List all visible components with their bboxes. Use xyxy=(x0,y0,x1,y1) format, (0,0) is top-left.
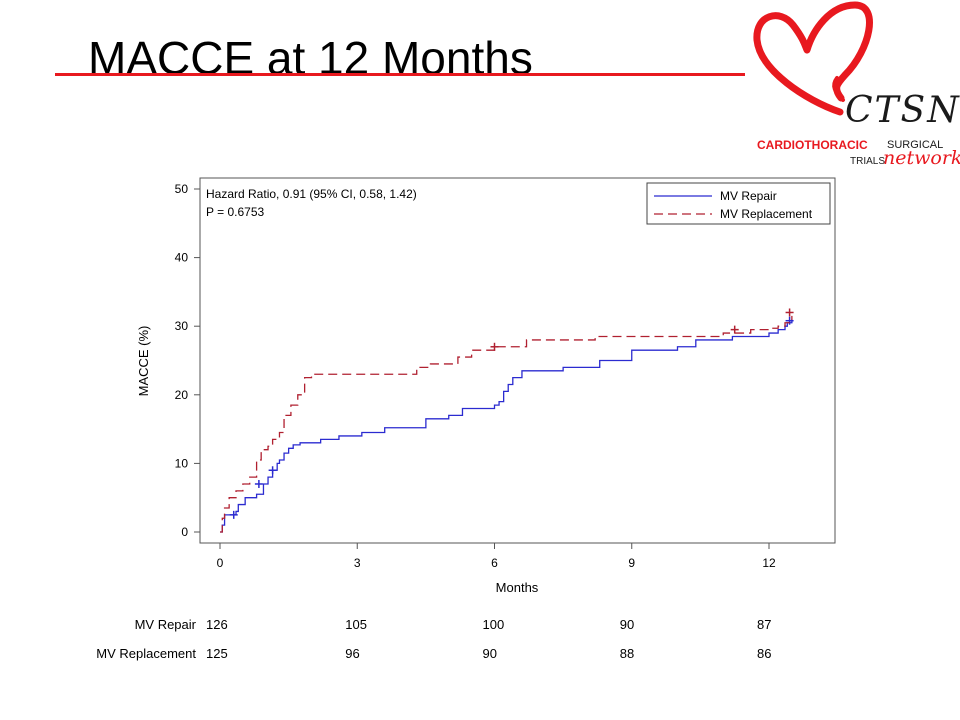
annotation-p-value: P = 0.6753 xyxy=(206,205,264,219)
censor-mark xyxy=(268,466,277,475)
x-tick-label: 3 xyxy=(354,556,361,570)
censor-mark xyxy=(254,479,263,488)
risk-count: 96 xyxy=(345,646,360,661)
risk-count: 90 xyxy=(619,617,635,632)
y-tick-label: 50 xyxy=(175,182,189,196)
censor-mark xyxy=(730,325,739,334)
risk-count: 125 xyxy=(206,646,228,661)
legend-label-repair: MV Repair xyxy=(720,189,777,203)
logo-brand: CTSN xyxy=(845,90,960,131)
x-tick-label: 12 xyxy=(762,556,776,570)
y-tick-label: 10 xyxy=(175,456,189,470)
risk-count: 126 xyxy=(206,617,228,632)
risk-count: 86 xyxy=(757,646,772,661)
legend-label-replacement: MV Replacement xyxy=(720,207,813,221)
censor-mark xyxy=(490,342,499,351)
annotation-hazard-ratio: Hazard Ratio, 0.91 (95% CI, 0.58, 1.42) xyxy=(206,187,417,201)
risk-row-label: MV Repair xyxy=(134,617,196,632)
legend-box xyxy=(646,182,831,225)
censor-mark xyxy=(229,510,238,519)
logo-trials: TRIALS xyxy=(850,156,886,167)
risk-count: 88 xyxy=(619,646,635,661)
risk-count: 105 xyxy=(345,617,367,632)
series-line-mv-replacement xyxy=(220,315,793,533)
series-line-mv-repair xyxy=(220,319,793,533)
risk-row-label: MV Replacement xyxy=(96,646,196,661)
y-tick-label: 20 xyxy=(175,388,189,402)
logo-cardiothoracic: CARDIOTHORACIC xyxy=(757,138,868,152)
ctsn-logo: CTSN CARDIOTHORACIC SURGICAL TRIALS netw… xyxy=(745,0,960,180)
censor-mark xyxy=(785,308,794,317)
x-axis-label: Months xyxy=(496,580,539,595)
risk-count: 100 xyxy=(482,617,505,632)
y-axis-label: MACCE (%) xyxy=(136,326,151,397)
y-tick-label: 30 xyxy=(175,319,189,333)
x-tick-label: 9 xyxy=(628,556,635,570)
logo-network: network xyxy=(883,147,960,169)
heart-logo-icon xyxy=(753,1,873,116)
logo-surgical: SURGICAL xyxy=(887,139,944,151)
legend: MV Repair MV Replacement xyxy=(646,182,831,225)
x-tick-label: 0 xyxy=(217,556,224,570)
y-tick-label: 0 xyxy=(181,525,188,539)
risk-count: 87 xyxy=(757,617,772,632)
risk-count: 90 xyxy=(482,646,497,661)
x-tick-label: 6 xyxy=(491,556,498,570)
title-underline xyxy=(55,73,745,76)
y-tick-label: 40 xyxy=(175,251,189,265)
plot-frame xyxy=(199,177,836,544)
